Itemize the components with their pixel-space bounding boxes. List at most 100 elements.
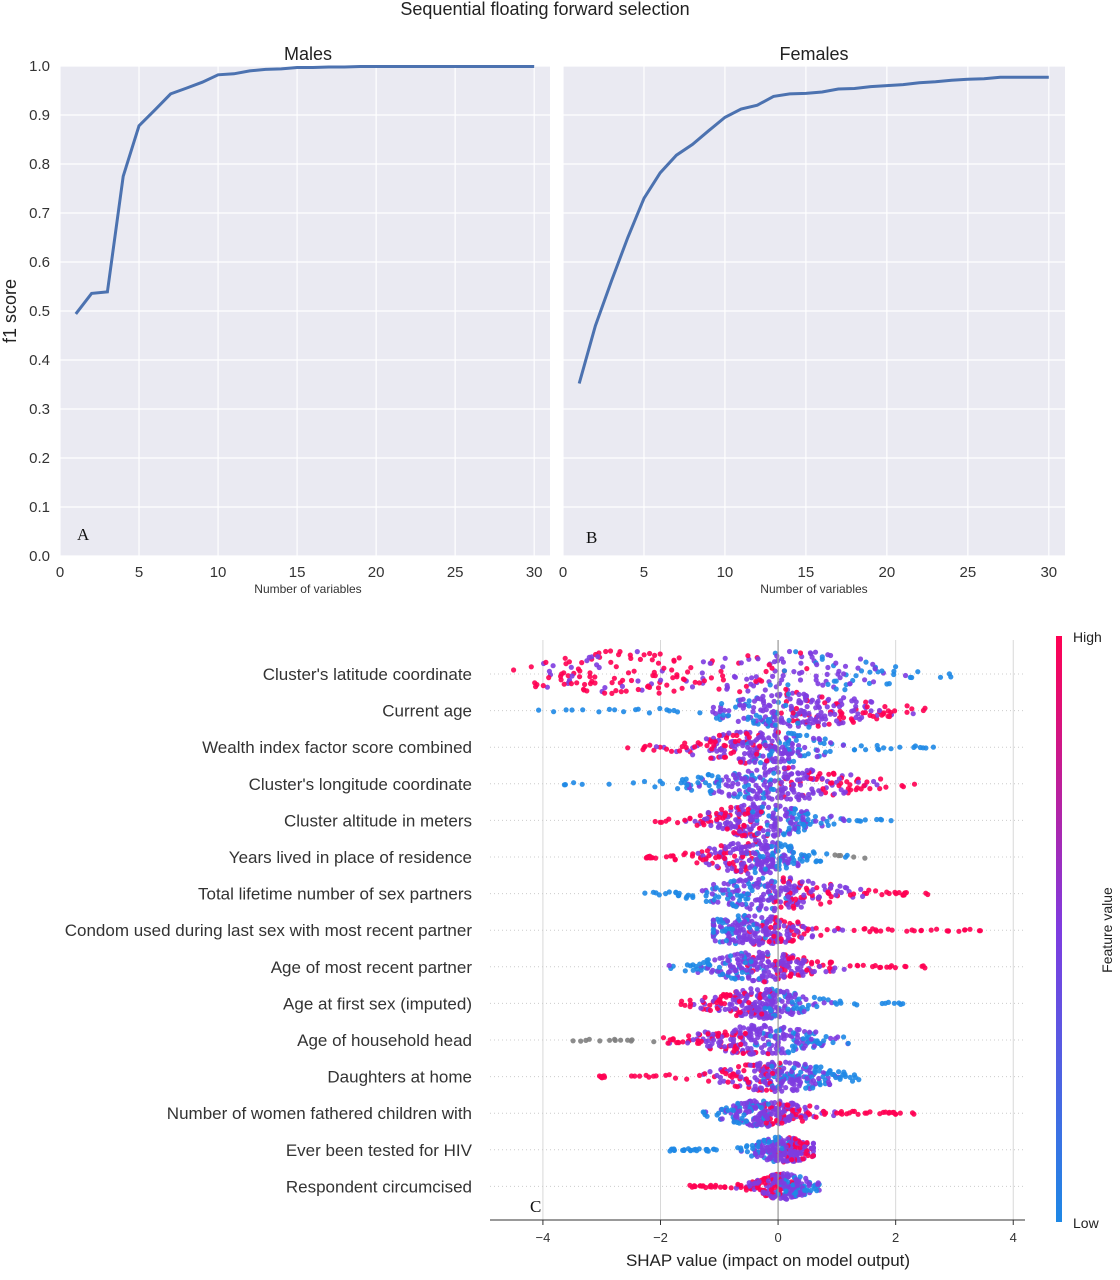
shap-dot bbox=[893, 891, 899, 897]
shap-dot bbox=[704, 815, 710, 822]
shap-dot bbox=[810, 880, 816, 886]
shap-dot bbox=[855, 665, 861, 671]
shap-dot bbox=[728, 964, 734, 970]
shap-dot bbox=[757, 714, 763, 720]
shap-dot bbox=[782, 747, 788, 753]
shap-dot bbox=[646, 684, 653, 691]
shap-dot bbox=[651, 1039, 657, 1045]
shap-dot bbox=[723, 846, 729, 852]
shap-dot bbox=[780, 673, 786, 679]
shap-dot bbox=[797, 732, 803, 739]
shap-dot bbox=[860, 893, 866, 900]
shap-dot bbox=[828, 740, 834, 746]
shap-dot bbox=[684, 1076, 690, 1082]
shap-dot bbox=[774, 692, 780, 698]
shap-dot bbox=[876, 707, 883, 714]
panel-a-title: Males bbox=[284, 44, 332, 64]
shap-dot bbox=[771, 659, 778, 665]
shap-dot bbox=[788, 843, 794, 849]
shap-dot bbox=[759, 973, 765, 979]
shap-dot bbox=[791, 1082, 797, 1088]
shap-dot bbox=[752, 759, 758, 765]
shap-dot bbox=[818, 709, 824, 716]
shap-dot bbox=[757, 677, 763, 683]
shap-dot bbox=[741, 702, 747, 709]
shap-dot bbox=[717, 955, 723, 961]
shap-dot bbox=[737, 1024, 743, 1030]
shap-dot bbox=[787, 1060, 793, 1066]
shap-dot bbox=[881, 745, 887, 751]
shap-dot bbox=[778, 888, 784, 894]
shap-dot bbox=[769, 738, 775, 744]
shap-dot bbox=[832, 1000, 838, 1006]
shap-dot bbox=[831, 821, 837, 827]
shap-dot bbox=[849, 717, 855, 724]
shap-dot bbox=[796, 700, 802, 706]
shap-dot bbox=[679, 998, 685, 1004]
shap-dot bbox=[885, 713, 891, 719]
shap-dot bbox=[731, 1119, 737, 1125]
shap-dot bbox=[794, 1102, 800, 1108]
shap-dot bbox=[772, 1088, 778, 1094]
shap-dot bbox=[710, 929, 717, 935]
shap-dot bbox=[773, 966, 779, 972]
shap-dot bbox=[742, 960, 749, 966]
shap-dot bbox=[803, 1175, 809, 1181]
shap-dot bbox=[783, 686, 789, 692]
shap-dot bbox=[655, 685, 662, 691]
shap-dot bbox=[776, 1108, 782, 1114]
shap-dot bbox=[532, 680, 538, 686]
shap-dot bbox=[794, 1032, 801, 1038]
shap-dot bbox=[536, 707, 542, 713]
shap-dot bbox=[900, 784, 907, 790]
shap-dot bbox=[747, 1029, 753, 1035]
shap-dot bbox=[860, 962, 866, 968]
shap-dot bbox=[733, 989, 740, 995]
shap-dot bbox=[737, 963, 743, 969]
shap-dot bbox=[607, 1037, 613, 1043]
shap-dot bbox=[821, 722, 828, 728]
shap-dot bbox=[703, 898, 709, 905]
shap-dot bbox=[878, 817, 885, 823]
shap-dot bbox=[789, 1086, 795, 1092]
shap-dot bbox=[869, 699, 875, 705]
shap-dot bbox=[740, 854, 746, 860]
shap-dot bbox=[745, 782, 752, 789]
shap-dot bbox=[704, 743, 710, 749]
shap-dot bbox=[879, 668, 885, 674]
shap-dot bbox=[735, 1100, 741, 1106]
shap-dot bbox=[728, 879, 734, 885]
shap-dot bbox=[977, 928, 984, 934]
panel-c-letter: C bbox=[530, 1197, 541, 1216]
shap-dot bbox=[855, 779, 862, 785]
shap-dot bbox=[629, 1037, 635, 1043]
shap-dot bbox=[740, 739, 746, 746]
shap-dot bbox=[810, 1153, 817, 1159]
shap-dot bbox=[637, 1073, 643, 1079]
shap-dot bbox=[828, 883, 834, 889]
feature-swarm bbox=[678, 986, 906, 1022]
shap-dot bbox=[752, 837, 759, 843]
shap-dot bbox=[773, 1157, 779, 1163]
shap-dot bbox=[816, 788, 822, 794]
shap-dot bbox=[630, 780, 637, 786]
shap-dot bbox=[762, 838, 768, 844]
shap-dot bbox=[793, 705, 800, 712]
shap-tick-label: 2 bbox=[892, 1230, 899, 1245]
shap-dot bbox=[820, 1108, 827, 1114]
shap-dot bbox=[799, 858, 805, 864]
y-tick-label: 0.2 bbox=[29, 450, 50, 467]
shap-dot bbox=[813, 673, 819, 679]
shap-dot bbox=[724, 992, 730, 998]
shap-dot bbox=[801, 1008, 807, 1015]
shap-dot bbox=[750, 709, 756, 715]
shap-dot bbox=[784, 796, 790, 802]
shap-dot bbox=[783, 702, 789, 709]
shap-dot bbox=[897, 744, 903, 750]
shap-dot bbox=[886, 1109, 893, 1115]
shap-dot bbox=[731, 1028, 737, 1034]
shap-dot bbox=[812, 649, 819, 655]
shap-dot bbox=[743, 1005, 749, 1011]
shap-dot bbox=[764, 1116, 771, 1122]
shap-dot bbox=[720, 920, 726, 926]
